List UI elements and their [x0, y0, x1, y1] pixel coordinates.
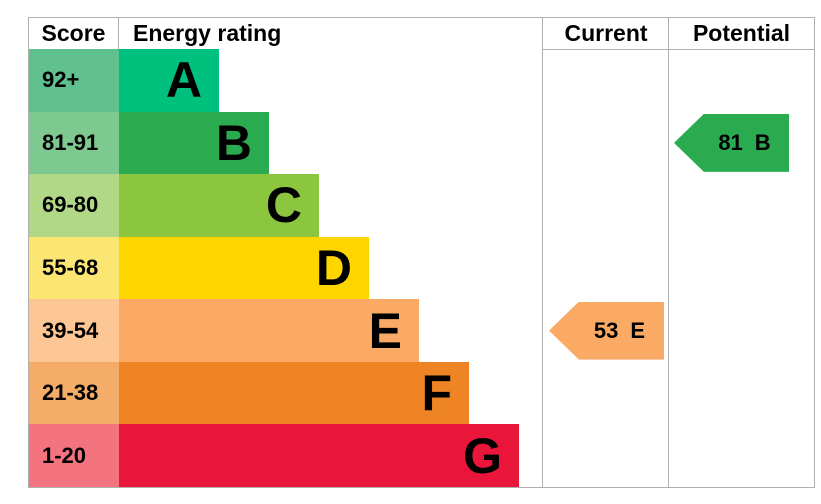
band-letter: F	[421, 365, 452, 422]
band-letter: B	[215, 114, 252, 171]
band-bar: A	[119, 49, 219, 112]
band-row: 21-38 F	[29, 361, 542, 425]
band-letter: A	[165, 52, 202, 109]
band-row: 55-68 D	[29, 236, 542, 300]
band-bar: C	[119, 174, 319, 237]
band-bar: F	[119, 361, 469, 425]
band-letter: C	[265, 177, 302, 234]
column-header-score: Score	[29, 18, 119, 49]
band-score-range: 69-80	[29, 174, 119, 237]
current-rating-letter: E	[630, 317, 646, 343]
column-header-energy-rating: Energy rating	[133, 20, 282, 46]
band-bar: B	[119, 111, 269, 175]
header-underline	[542, 49, 814, 50]
band-score-range: 55-68	[29, 236, 119, 300]
band-letter: D	[315, 240, 352, 297]
rating-bands: 92+ A 81-91 B 69-80 C 55-68 D 39-54 E 21…	[29, 49, 542, 488]
column-header-current: Current	[564, 20, 648, 46]
potential-column-divider	[668, 18, 669, 487]
current-rating-score: 53	[593, 317, 619, 343]
potential-rating-letter: B	[754, 129, 771, 155]
band-bar: D	[119, 236, 369, 300]
band-row: 39-54 E	[29, 299, 542, 362]
band-score-range: 81-91	[29, 111, 119, 175]
band-row: 69-80 C	[29, 174, 542, 237]
epc-table: Score Energy rating Current Potential 92…	[28, 17, 815, 488]
band-score-range: 92+	[29, 49, 119, 112]
band-row: 1-20 G	[29, 424, 542, 488]
band-bar: E	[119, 299, 419, 362]
band-letter: G	[463, 427, 502, 484]
band-row: 81-91 B	[29, 111, 542, 175]
band-bar: G	[119, 424, 519, 488]
current-rating-arrow: 53 E	[549, 301, 664, 360]
current-column-divider	[542, 18, 543, 487]
band-letter: E	[368, 302, 402, 359]
potential-rating-arrow: 81 B	[674, 113, 789, 172]
potential-rating-score: 81	[718, 129, 743, 155]
band-row: 92+ A	[29, 49, 542, 112]
band-score-range: 1-20	[29, 424, 119, 488]
column-header-potential: Potential	[692, 20, 791, 46]
band-score-range: 39-54	[29, 299, 119, 362]
band-score-range: 21-38	[29, 361, 119, 425]
